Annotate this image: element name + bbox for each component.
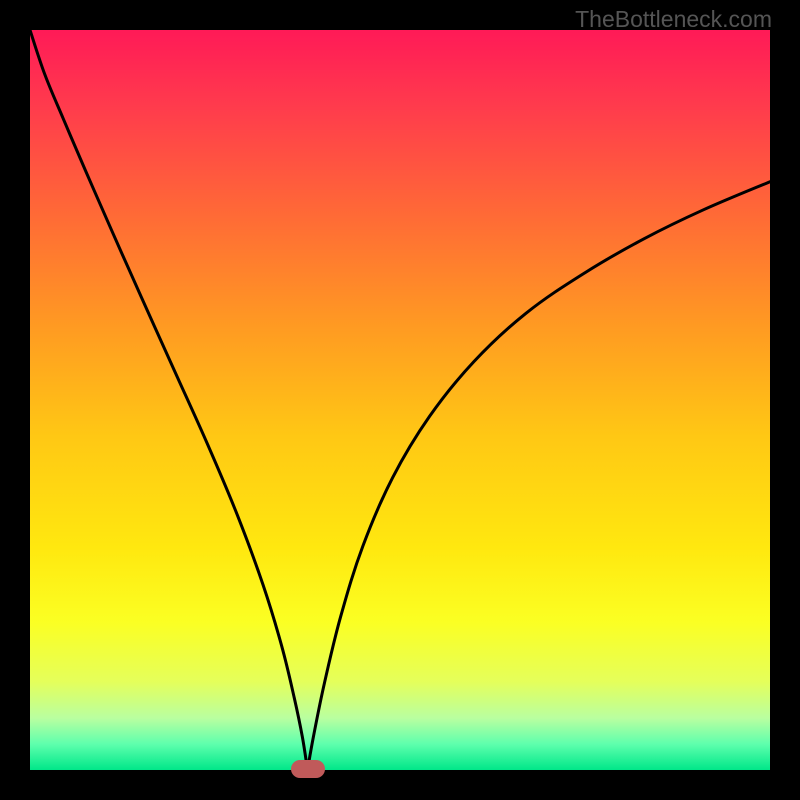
gradient-plot-area xyxy=(30,30,770,770)
apex-marker xyxy=(291,760,325,778)
watermark-text: TheBottleneck.com xyxy=(575,6,772,33)
